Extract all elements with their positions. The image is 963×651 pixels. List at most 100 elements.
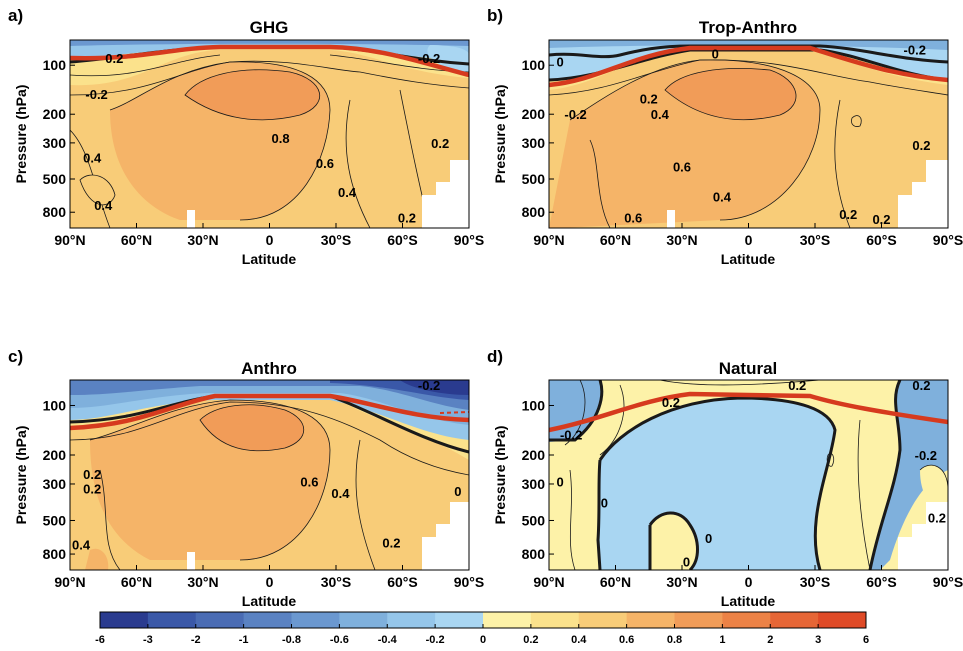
contour-label: 0.6 bbox=[300, 475, 318, 490]
contour-label: 0.2 bbox=[912, 138, 930, 153]
colorbar-swatch bbox=[100, 612, 149, 628]
x-tick-label: 90°N bbox=[533, 232, 564, 248]
colorbar-tick-label: -0.2 bbox=[426, 634, 445, 646]
x-tick-label: 0 bbox=[266, 232, 274, 248]
colorbar-tick-label: -2 bbox=[191, 634, 201, 646]
panel-letter: a) bbox=[8, 6, 23, 25]
x-tick-label: 30°N bbox=[666, 232, 697, 248]
contour-label: 0.2 bbox=[912, 378, 930, 393]
colorbar-swatch bbox=[722, 612, 771, 628]
y-axis-label: Pressure (hPa) bbox=[492, 85, 508, 184]
y-tick-label: 200 bbox=[522, 106, 546, 122]
contour-label: 0.2 bbox=[839, 207, 857, 222]
x-tick-label: 60°N bbox=[600, 232, 631, 248]
colorbar-swatch bbox=[291, 612, 340, 628]
colorbar-swatch bbox=[387, 612, 436, 628]
y-tick-label: 200 bbox=[43, 106, 67, 122]
colorbar-tick-label: -1 bbox=[239, 634, 249, 646]
colorbar-swatch bbox=[435, 612, 484, 628]
colorbar-tick-label: 0 bbox=[480, 634, 486, 646]
colorbar-tick-label: 0.2 bbox=[523, 634, 538, 646]
panel-a-contour-labels: 0.2 -0.2 -0.2 0.8 0.6 0.4 0.4 0.4 0.2 0.2 bbox=[83, 51, 449, 226]
x-tick-label: 90°S bbox=[454, 574, 485, 590]
colorbar-swatch bbox=[770, 612, 819, 628]
x-tick-label: 90°S bbox=[454, 232, 485, 248]
panel-title: Anthro bbox=[241, 359, 297, 378]
panel-c-field bbox=[70, 380, 469, 570]
y-tick-label: 800 bbox=[43, 204, 67, 220]
contour-label: 0.2 bbox=[788, 378, 806, 393]
panel-title: GHG bbox=[250, 18, 289, 37]
x-tick-label: 90°S bbox=[933, 574, 963, 590]
contour-label: 0.4 bbox=[651, 107, 670, 122]
contour-label: 0.8 bbox=[272, 131, 290, 146]
contour-label: -0.2 bbox=[85, 87, 107, 102]
panel-c: c) Anthro -0.20.20.2 0.60.4 00.20.4 bbox=[8, 347, 484, 609]
y-tick-label: 300 bbox=[43, 135, 67, 151]
y-tick-label: 100 bbox=[522, 57, 546, 73]
contour-label: 0.2 bbox=[105, 51, 123, 66]
panel-a-x-axis: 90°N 60°N 30°N 0 30°S 60°S 90°S bbox=[54, 223, 484, 248]
y-tick-label: 300 bbox=[522, 135, 546, 151]
contour-label: 0.4 bbox=[83, 151, 102, 166]
x-tick-label: 90°N bbox=[54, 232, 85, 248]
panel-c-contour-labels: -0.20.20.2 0.60.4 00.20.4 bbox=[72, 378, 461, 553]
x-axis-label: Latitude bbox=[242, 251, 297, 267]
contour-label: 0.2 bbox=[640, 91, 658, 106]
x-tick-label: 30°N bbox=[187, 574, 218, 590]
contour-label: 0 bbox=[705, 531, 712, 546]
contour-label: 0 bbox=[601, 496, 608, 511]
y-tick-label: 200 bbox=[522, 447, 546, 463]
x-tick-label: 30°S bbox=[800, 232, 831, 248]
panel-b-y-axis: 100 200 300 500 800 bbox=[522, 57, 554, 220]
panel-b: b) Trop-Anthro 00 -0.20.20.4-0.20.60.40.6… bbox=[487, 6, 963, 267]
y-axis-label: Pressure (hPa) bbox=[492, 426, 508, 525]
y-tick-label: 500 bbox=[43, 171, 67, 187]
colorbar-swatch bbox=[339, 612, 388, 628]
contour-label: 0 bbox=[556, 55, 563, 70]
x-tick-label: 60°N bbox=[121, 232, 152, 248]
contour-label: 0 bbox=[556, 475, 563, 490]
panel-c-y-axis: 100 200 300 500 800 bbox=[43, 397, 75, 562]
panel-title: Natural bbox=[719, 359, 778, 378]
x-tick-label: 60°S bbox=[387, 232, 418, 248]
contour-label: 0.2 bbox=[662, 395, 680, 410]
panel-d-field bbox=[549, 380, 948, 570]
contour-label: -0.2 bbox=[904, 42, 926, 57]
contour-label: 0.2 bbox=[382, 535, 400, 550]
colorbar-tick-label: -3 bbox=[143, 634, 153, 646]
x-tick-label: 60°S bbox=[387, 574, 418, 590]
y-tick-label: 500 bbox=[522, 512, 546, 528]
contour-label: 0.6 bbox=[316, 156, 334, 171]
colorbar-tick-label: 2 bbox=[767, 634, 773, 646]
colorbar-swatch bbox=[243, 612, 292, 628]
colorbar-tick-label: 3 bbox=[815, 634, 821, 646]
colorbar-swatch bbox=[626, 612, 675, 628]
colorbar-tick-label: -0.8 bbox=[282, 634, 301, 646]
contour-label: 0.2 bbox=[398, 210, 416, 225]
x-tick-label: 30°N bbox=[187, 232, 218, 248]
x-tick-label: 60°N bbox=[121, 574, 152, 590]
contour-label: 0.6 bbox=[624, 210, 642, 225]
contour-label: 0.4 bbox=[94, 198, 113, 213]
x-tick-label: 30°N bbox=[666, 574, 697, 590]
contour-label: 0.6 bbox=[673, 160, 691, 175]
y-tick-label: 500 bbox=[43, 512, 67, 528]
x-tick-label: 0 bbox=[266, 574, 274, 590]
x-tick-label: 60°S bbox=[866, 574, 897, 590]
colorbar-tick-label: -6 bbox=[95, 634, 105, 646]
colorbar: -6 -3 -2 -1 -0.8 -0.6 -0.4 -0.2 0 0.2 0.4 0.6 0.8 1 2 3… bbox=[95, 611, 869, 646]
colorbar-swatch bbox=[483, 612, 532, 628]
y-tick-label: 300 bbox=[522, 476, 546, 492]
x-tick-label: 30°S bbox=[321, 574, 352, 590]
panel-b-contour-labels: 00 -0.20.20.4-0.20.60.40.60.20.2 0.2 bbox=[556, 42, 930, 227]
panel-letter: b) bbox=[487, 6, 503, 25]
x-tick-label: 90°N bbox=[54, 574, 85, 590]
contour-label: 0.4 bbox=[713, 189, 732, 204]
contour-label: 0 bbox=[454, 484, 461, 499]
x-tick-label: 60°N bbox=[600, 574, 631, 590]
y-tick-label: 200 bbox=[43, 447, 67, 463]
colorbar-swatch bbox=[674, 612, 723, 628]
